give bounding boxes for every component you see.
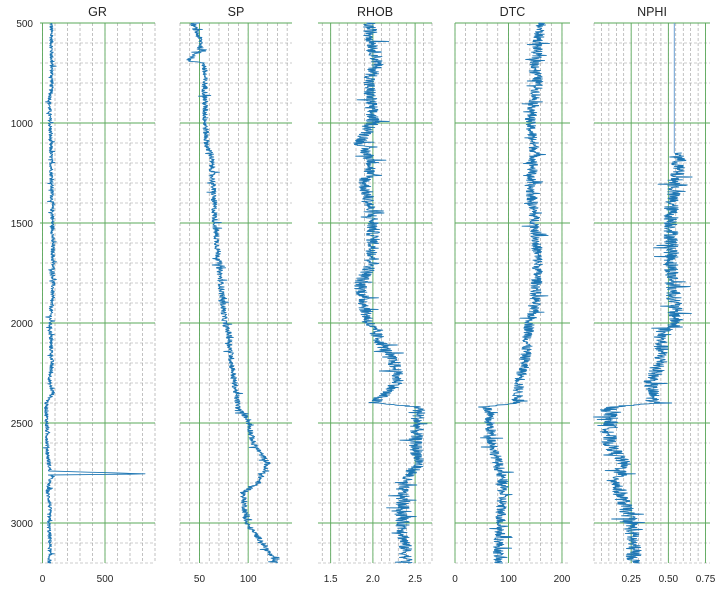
depth-axis: 500 1000 1500 2000 2500 3000: [11, 19, 34, 530]
track-title: NPHI: [637, 5, 667, 19]
log-curve-sp: [186, 22, 280, 564]
track-title: DTC: [500, 5, 526, 19]
x-tick-label: 100: [240, 574, 257, 585]
track-dtc: DTC 0 100 200: [452, 5, 571, 585]
log-curve-gr: [42, 22, 146, 564]
x-tick-label: 500: [97, 574, 114, 585]
x-tick-label: 2.0: [366, 574, 380, 585]
log-curve-nphi: [593, 152, 693, 564]
tracks-layer: GR 0 500 SP 50 100 RHOB 1.5 2.0 2.5 DTC 0 100 200 NPHI…: [40, 5, 716, 585]
x-tick-label: 50: [194, 574, 206, 585]
log-curve-rhob: [353, 22, 428, 564]
x-tick-label: 0.25: [621, 574, 641, 585]
track-title: RHOB: [357, 5, 393, 19]
track-nphi: NPHI 0.25 0.50 0.75: [593, 5, 716, 585]
x-tick-label: 2.5: [408, 574, 422, 585]
track-title: GR: [88, 5, 107, 19]
depth-tick-label: 2000: [11, 319, 34, 330]
depth-tick-label: 2500: [11, 419, 34, 430]
track-rhob: RHOB 1.5 2.0 2.5: [318, 5, 433, 585]
x-tick-label: 0.75: [696, 574, 716, 585]
x-tick-label: 1.5: [324, 574, 338, 585]
log-curve-dtc: [478, 22, 550, 564]
track-gr: GR 0 500: [40, 5, 156, 585]
x-tick-label: 0.50: [659, 574, 679, 585]
track-sp: SP 50 100: [179, 5, 292, 585]
x-tick-label: 200: [554, 574, 571, 585]
depth-tick-label: 1000: [11, 119, 34, 130]
x-tick-label: 0: [452, 574, 458, 585]
x-tick-label: 0: [40, 574, 46, 585]
x-tick-label: 100: [500, 574, 517, 585]
depth-tick-label: 1500: [11, 219, 34, 230]
depth-tick-label: 500: [16, 19, 33, 30]
track-title: SP: [228, 5, 245, 19]
depth-tick-label: 3000: [11, 519, 34, 530]
